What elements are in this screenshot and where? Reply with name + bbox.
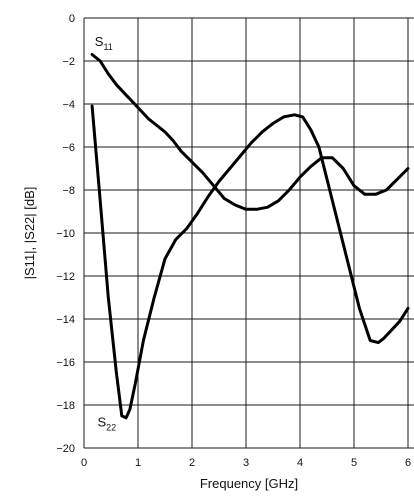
y-tick-label: −20 bbox=[56, 443, 75, 455]
y-tick-label: −6 bbox=[62, 142, 75, 154]
y-tick-label: −12 bbox=[56, 271, 75, 283]
y-tick-label: −18 bbox=[56, 400, 75, 412]
y-tick-label: −14 bbox=[56, 314, 75, 326]
x-tick-label: 5 bbox=[351, 457, 357, 469]
grid bbox=[84, 18, 414, 448]
y-tick-label: −10 bbox=[56, 228, 75, 240]
y-tick-label: −16 bbox=[56, 357, 75, 369]
y-tick-label: 0 bbox=[69, 13, 75, 25]
series-line-s11 bbox=[92, 55, 408, 210]
curves bbox=[92, 55, 408, 418]
y-tick-label: −4 bbox=[62, 99, 75, 111]
x-tick-label: 6 bbox=[405, 457, 411, 469]
y-tick-label: −2 bbox=[62, 56, 75, 68]
tick-labels: 0 −2 −4 −6 −8 −10 −12 −14 −16 −18 −20 0 1 2 3 4 5 6 bbox=[56, 13, 411, 469]
x-axis-label: Frequency [GHz] bbox=[200, 476, 298, 491]
x-tick-label: 1 bbox=[135, 457, 141, 469]
series-label-s11: S11 bbox=[95, 34, 113, 52]
y-tick-label: −8 bbox=[62, 185, 75, 197]
x-tick-label: 0 bbox=[81, 457, 87, 469]
x-tick-label: 3 bbox=[243, 457, 249, 469]
series-line-s22 bbox=[92, 106, 408, 418]
x-tick-label: 4 bbox=[297, 457, 303, 469]
x-tick-label: 2 bbox=[189, 457, 195, 469]
series-label-s22: S22 bbox=[98, 415, 117, 433]
y-axis-label: |S11|, |S22| [dB] bbox=[22, 187, 37, 280]
